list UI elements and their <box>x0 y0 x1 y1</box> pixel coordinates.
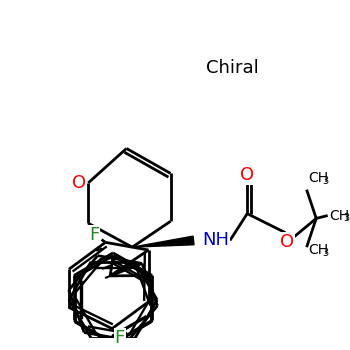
Text: F: F <box>89 226 99 244</box>
Text: O: O <box>240 166 254 184</box>
Text: CH: CH <box>330 209 350 223</box>
Text: CH: CH <box>309 243 329 257</box>
Text: F: F <box>115 329 125 347</box>
Polygon shape <box>132 236 194 247</box>
Text: Chiral: Chiral <box>205 59 258 77</box>
Text: NH: NH <box>202 231 229 250</box>
Text: 3: 3 <box>343 214 349 223</box>
Text: 3: 3 <box>322 248 328 258</box>
Text: O: O <box>280 233 294 251</box>
Text: O: O <box>71 174 86 192</box>
Text: 3: 3 <box>322 176 328 186</box>
Text: CH: CH <box>309 171 329 185</box>
